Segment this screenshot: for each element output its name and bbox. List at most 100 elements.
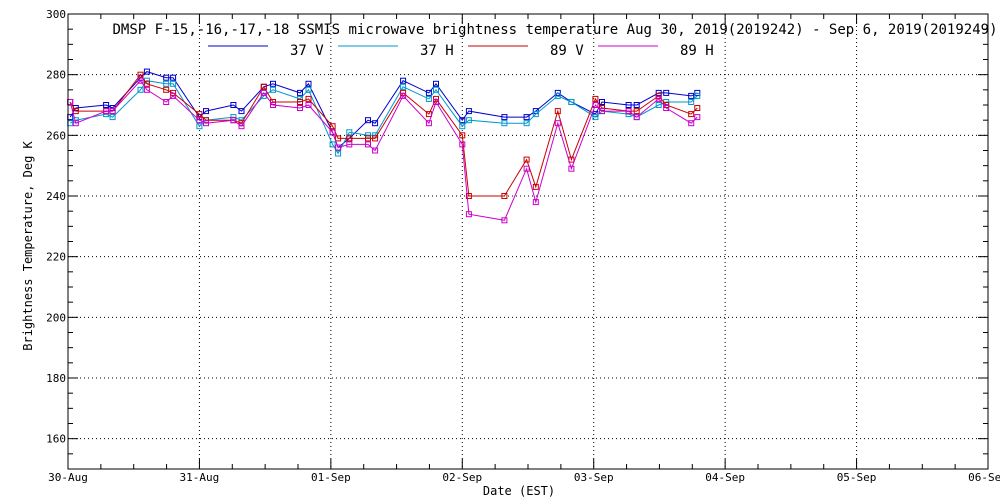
data-point	[365, 135, 371, 142]
data-point	[346, 141, 353, 148]
data-point	[663, 89, 670, 96]
data-point	[554, 108, 561, 115]
legend-label: 37 V	[290, 43, 324, 59]
data-point	[554, 120, 561, 127]
data-point	[335, 144, 342, 151]
series-37-h	[67, 77, 701, 157]
data-point	[655, 95, 662, 102]
data-point	[425, 89, 432, 96]
data-point	[459, 123, 466, 130]
data-point	[196, 117, 203, 124]
data-point	[260, 83, 267, 90]
data-point	[109, 114, 116, 121]
data-point	[329, 129, 336, 136]
legend-label: 37 H	[420, 43, 454, 59]
data-point	[633, 114, 640, 121]
data-point	[346, 129, 353, 136]
data-point	[694, 105, 701, 111]
data-point	[400, 83, 407, 90]
data-point	[365, 117, 371, 124]
data-point	[170, 80, 177, 87]
x-tick-label: 02-Sep	[442, 471, 482, 484]
data-point	[599, 108, 605, 115]
series-layer	[67, 68, 701, 224]
series-line	[69, 80, 698, 155]
data-point	[137, 86, 144, 93]
data-point	[694, 114, 701, 121]
data-point	[592, 102, 599, 108]
data-point	[163, 86, 170, 93]
data-point	[592, 95, 599, 102]
data-point	[270, 80, 276, 87]
legend-label: 89 H	[680, 43, 714, 59]
data-point	[465, 117, 472, 124]
data-point	[465, 193, 472, 199]
axis-ticks	[67, 13, 989, 470]
y-tick-label: 220	[46, 251, 66, 264]
data-point	[425, 95, 432, 102]
data-point	[433, 99, 439, 105]
data-point	[688, 120, 695, 127]
data-point	[230, 114, 237, 121]
data-point	[523, 120, 530, 127]
data-point	[694, 92, 701, 99]
data-point	[297, 105, 303, 111]
data-point	[655, 102, 662, 108]
data-point	[425, 111, 432, 118]
data-point	[329, 123, 336, 130]
data-point	[465, 108, 472, 115]
plot-frame	[67, 13, 989, 470]
data-point	[532, 111, 539, 118]
y-tick-label: 200	[46, 311, 66, 324]
data-point	[633, 108, 640, 115]
legend: 37 V 37 H 89 V 89 H	[208, 43, 714, 59]
x-tick-label: 06-Sep	[968, 471, 1000, 484]
data-point	[230, 117, 237, 124]
data-point	[72, 108, 79, 115]
data-point	[170, 74, 177, 81]
data-point	[305, 86, 312, 93]
data-point	[335, 150, 342, 157]
x-tick-label: 31-Aug	[180, 471, 220, 484]
data-point	[501, 193, 508, 199]
data-point	[143, 86, 150, 93]
data-point	[400, 92, 407, 99]
grid-lines	[68, 14, 988, 469]
data-point	[238, 108, 245, 115]
data-point	[260, 89, 267, 96]
y-axis-label: Brightness Temperature, Deg K	[21, 140, 35, 350]
data-point	[143, 80, 150, 87]
data-point	[196, 123, 203, 130]
data-point	[459, 117, 466, 124]
data-point	[501, 120, 508, 127]
data-point	[532, 199, 539, 206]
data-point	[592, 114, 599, 121]
data-point	[196, 111, 203, 118]
data-point	[625, 108, 632, 115]
y-tick-label: 260	[46, 129, 66, 142]
x-tick-label: 03-Sep	[574, 471, 614, 484]
data-point	[501, 114, 508, 121]
data-point	[305, 80, 312, 87]
data-point	[143, 68, 150, 75]
data-point	[501, 217, 508, 224]
data-point	[372, 120, 379, 127]
data-point	[459, 141, 466, 148]
data-point	[568, 165, 575, 172]
data-point	[297, 99, 303, 105]
legend-label: 89 V	[550, 43, 584, 59]
data-point	[103, 102, 110, 108]
data-point	[297, 95, 303, 102]
data-point	[137, 71, 144, 78]
data-point	[688, 111, 695, 118]
data-point	[365, 132, 371, 139]
y-tick-label: 180	[46, 372, 66, 385]
x-tick-label: 30-Aug	[48, 471, 88, 484]
data-point	[633, 102, 640, 108]
data-point	[372, 135, 379, 142]
data-point	[688, 99, 695, 105]
data-point	[532, 183, 539, 190]
data-point	[163, 99, 170, 105]
data-point	[599, 99, 605, 105]
data-point	[137, 77, 144, 84]
